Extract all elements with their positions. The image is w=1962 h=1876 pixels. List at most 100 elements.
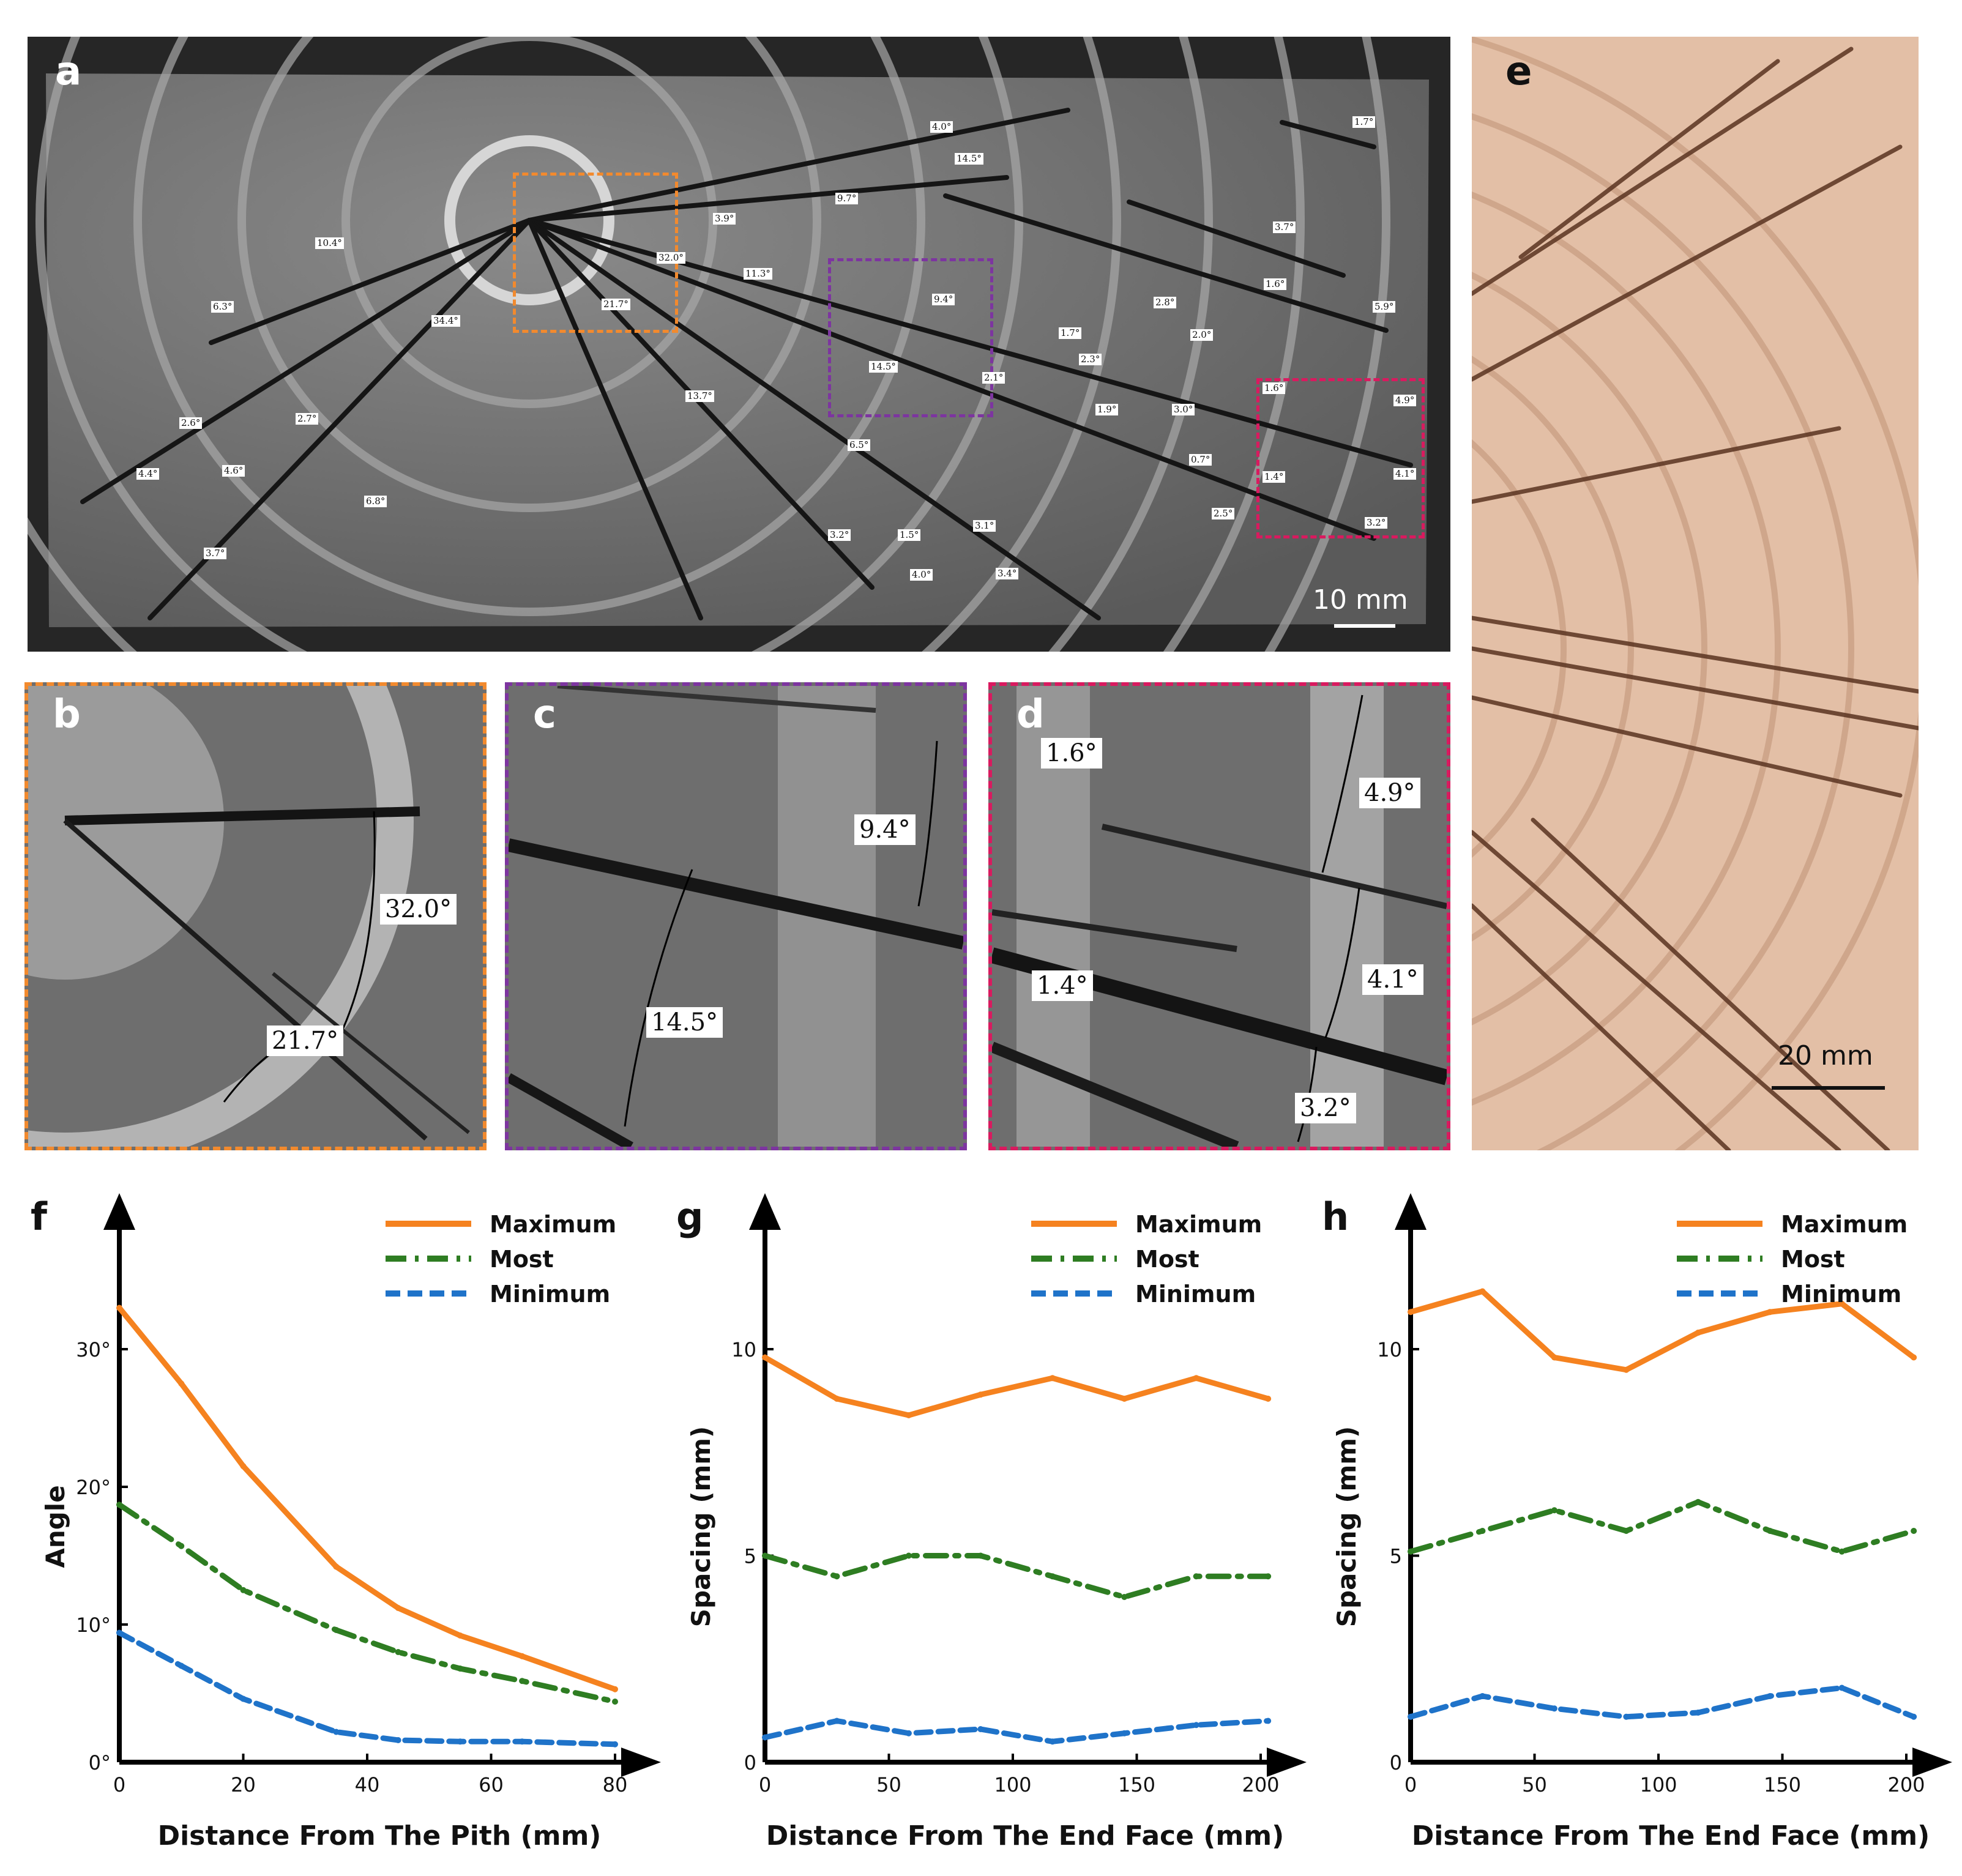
x-tick-label: 100	[1639, 1773, 1677, 1796]
angle-annotation: 1.4°	[1263, 471, 1286, 483]
legend-label-most: Most	[490, 1246, 554, 1273]
y-axis-arrow	[749, 1193, 781, 1230]
data-point-minimum	[1193, 1722, 1199, 1729]
data-point-maximum	[1049, 1375, 1056, 1382]
series-line-most	[762, 1553, 1271, 1600]
y-tick-label: 30°	[76, 1338, 111, 1361]
angle-annotation: 6.5°	[848, 439, 871, 451]
data-point-minimum	[1551, 1705, 1557, 1712]
data-point-maximum	[457, 1632, 463, 1639]
panel-label-f: f	[31, 1194, 48, 1239]
angle-annotation: 1.6°	[1264, 278, 1287, 290]
series-line-most	[116, 1502, 618, 1705]
legend-label-most: Most	[1781, 1246, 1845, 1273]
x-axis-arrow	[621, 1748, 661, 1777]
data-point-minimum	[1623, 1713, 1630, 1720]
panel-label-e: e	[1505, 49, 1532, 94]
data-point-most	[1911, 1528, 1917, 1534]
data-point-minimum	[834, 1718, 840, 1724]
x-tick-label: 200	[1887, 1773, 1925, 1796]
legend-label-minimum: Minimum	[1135, 1281, 1256, 1308]
data-point-maximum	[178, 1380, 185, 1387]
data-point-maximum	[1121, 1396, 1128, 1402]
series-line-minimum	[116, 1630, 618, 1748]
angle-annotation: 3.9°	[713, 213, 736, 225]
angle-annotation: 13.7°	[685, 390, 714, 402]
ct-rings-drawing	[28, 37, 1429, 652]
angle-annotation: 4.0°	[910, 569, 933, 581]
x-axis-title: Distance From The Pith (mm)	[158, 1820, 602, 1852]
angle-annotation: 1.6°	[1041, 738, 1102, 769]
x-tick-label: 0	[1404, 1773, 1417, 1796]
data-point-maximum	[612, 1686, 618, 1692]
angle-annotation: 32.0°	[657, 252, 685, 264]
data-point-minimum	[905, 1730, 912, 1736]
angle-annotation: 4.0°	[930, 121, 953, 133]
pith-ring	[444, 135, 614, 305]
x-tick-label: 80	[603, 1773, 628, 1796]
data-point-minimum	[1049, 1738, 1056, 1745]
angle-annotation: 9.4°	[854, 814, 916, 845]
data-point-maximum	[395, 1605, 401, 1611]
angle-annotation: 2.1°	[982, 372, 1005, 384]
y-axis-arrow	[1395, 1193, 1427, 1230]
data-point-maximum	[977, 1391, 984, 1398]
angle-annotation: 3.2°	[1365, 517, 1388, 529]
chart-g: g 0 5 10 0 50 100 150 200 Distance From The End F…	[664, 1187, 1313, 1860]
y-tick-label: 0	[744, 1751, 756, 1774]
y-axis-title: Angle	[40, 1485, 70, 1568]
x-axis-arrow	[1267, 1748, 1307, 1777]
series-line-maximum	[762, 1355, 1271, 1418]
angle-annotation: 1.9°	[1095, 404, 1119, 415]
series-line-minimum	[1408, 1685, 1917, 1720]
data-point-minimum	[116, 1629, 122, 1636]
data-point-most	[977, 1552, 984, 1559]
data-point-most	[240, 1587, 247, 1593]
angle-annotation: 10.4°	[315, 237, 344, 249]
y-axis-title: Spacing (mm)	[686, 1426, 716, 1627]
data-point-most	[762, 1552, 768, 1559]
y-tick-label: 0	[1390, 1751, 1402, 1774]
angle-annotation: 3.7°	[204, 548, 227, 559]
angle-annotation: 4.9°	[1393, 395, 1417, 406]
angle-annotation: 14.5°	[646, 1007, 723, 1038]
angle-annotation: 9.7°	[835, 193, 859, 204]
angle-annotation: 1.7°	[1352, 116, 1376, 128]
data-point-maximum	[333, 1563, 340, 1570]
angle-annotation: 6.3°	[211, 301, 234, 313]
data-point-maximum	[1551, 1354, 1557, 1361]
angle-annotation: 3.7°	[1273, 221, 1296, 233]
series-line-maximum	[1408, 1289, 1917, 1373]
ct-panel-a: 4.0° 14.5° 1.7° 9.7° 3.9° 3.7° 10.4° 32.…	[28, 37, 1450, 652]
data-point-most	[1838, 1548, 1845, 1555]
data-point-maximum	[1193, 1375, 1199, 1382]
data-point-most	[116, 1502, 122, 1508]
data-point-most	[1551, 1507, 1557, 1514]
data-point-most	[1049, 1573, 1056, 1580]
data-point-maximum	[1265, 1396, 1272, 1402]
data-point-most	[457, 1666, 463, 1672]
angle-annotation: 21.7°	[267, 1025, 344, 1056]
angle-annotation: 5.9°	[1373, 301, 1396, 313]
data-point-minimum	[977, 1726, 984, 1732]
zoom-b-drawing	[28, 686, 470, 1147]
data-point-most	[333, 1627, 340, 1633]
angle-annotation: 34.4°	[431, 315, 460, 327]
data-point-minimum	[1767, 1693, 1774, 1699]
angle-annotation: 3.2°	[1295, 1093, 1356, 1123]
data-point-minimum	[457, 1738, 463, 1745]
zoom-marker-c	[828, 258, 993, 417]
panel-label-b: b	[53, 692, 81, 737]
data-point-minimum	[1838, 1684, 1845, 1691]
data-point-minimum	[519, 1738, 526, 1745]
x-tick-label: 50	[1522, 1773, 1547, 1796]
angle-annotation: 1.7°	[1059, 327, 1082, 339]
y-tick-label: 5	[744, 1545, 756, 1568]
chart-f: f 0° 10° 20° 30° 0 20 40 60 80 Distance From The P…	[18, 1187, 667, 1860]
data-point-most	[1408, 1548, 1414, 1555]
y-axis-title: Spacing (mm)	[1332, 1426, 1362, 1627]
data-point-minimum	[240, 1695, 247, 1702]
data-point-minimum	[395, 1737, 401, 1743]
data-point-minimum	[612, 1741, 618, 1748]
